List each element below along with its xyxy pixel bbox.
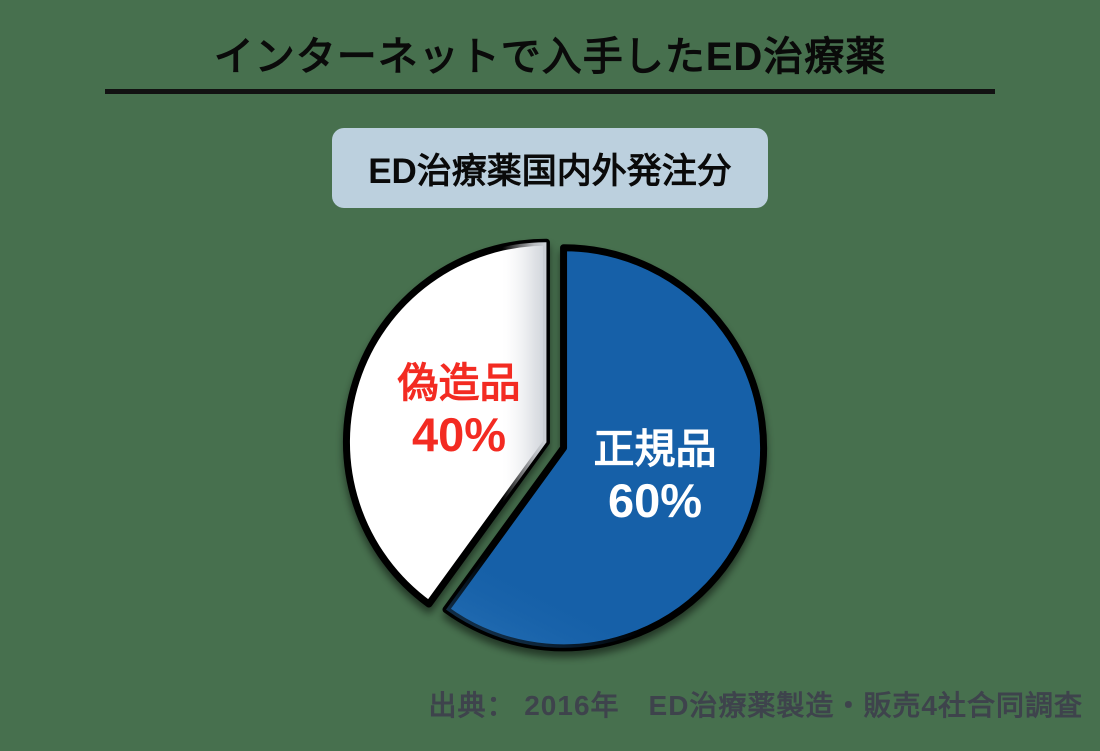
pie-slice-counterfeit-shading xyxy=(346,242,547,605)
title-underline xyxy=(105,89,995,94)
pie-chart xyxy=(342,238,768,652)
page-title: インターネットで入手したED治療薬 xyxy=(213,35,887,79)
source-note: 出典： 2016年 ED治療薬製造・販売4社合同調査 xyxy=(428,690,1083,721)
pie-slice-genuine-shading xyxy=(446,247,764,648)
subtitle-badge: ED治療薬国内外発注分 xyxy=(332,128,768,208)
subtitle-badge-label: ED治療薬国内外発注分 xyxy=(368,151,732,191)
